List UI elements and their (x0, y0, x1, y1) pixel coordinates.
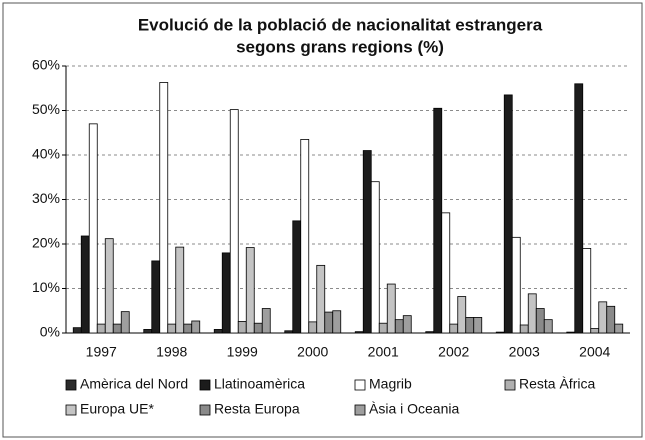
bar (394, 319, 404, 334)
bar (316, 264, 326, 334)
legend-label: Magrib (369, 376, 412, 392)
bar (574, 83, 584, 334)
x-tick-label: 1998 (156, 344, 187, 360)
bar (582, 248, 592, 334)
legend-label: Resta Europa (214, 401, 300, 417)
chart-title: Evolució de la població de nacionalitat … (138, 15, 543, 34)
bar (253, 322, 263, 334)
bar (503, 94, 513, 334)
bar (80, 235, 90, 334)
bar (519, 324, 529, 334)
y-tick-label: 50% (32, 101, 60, 117)
bar (191, 320, 201, 334)
legend-label: Llatinoamèrica (214, 376, 305, 392)
bar (159, 82, 169, 334)
x-tick-label: 1997 (86, 344, 117, 360)
chart-title: segons grans regions (%) (236, 37, 444, 56)
bar (300, 139, 310, 334)
bar (402, 315, 412, 334)
bar (237, 321, 247, 334)
bar (511, 236, 521, 334)
legend-label: Amèrica del Nord (80, 376, 188, 392)
bar (606, 305, 616, 334)
legend-label: Resta Àfrica (519, 376, 595, 392)
bar (425, 331, 435, 334)
legend-label: Àsia i Oceania (369, 401, 459, 417)
y-tick-label: 60% (32, 57, 60, 73)
bar (308, 321, 318, 334)
x-tick-label: 2002 (438, 344, 469, 360)
bar (433, 107, 443, 334)
bar (535, 308, 545, 334)
bar (566, 331, 576, 334)
bar (465, 317, 475, 334)
legend-swatch (65, 379, 77, 391)
bar (362, 150, 372, 334)
bar (332, 310, 342, 334)
y-tick-label: 0% (40, 324, 60, 340)
y-tick-label: 20% (32, 235, 60, 251)
bar (386, 283, 396, 334)
bar (473, 317, 483, 334)
x-tick-label: 2000 (297, 344, 328, 360)
bar (104, 238, 114, 334)
bar (96, 323, 106, 334)
bar (590, 328, 600, 334)
bar (175, 246, 185, 334)
bar (143, 329, 153, 334)
bar (449, 323, 459, 334)
bar (183, 323, 193, 334)
bar (543, 319, 553, 334)
y-tick-label: 40% (32, 146, 60, 162)
x-tick-label: 2004 (579, 344, 610, 360)
bar (292, 220, 302, 334)
bar (598, 301, 608, 334)
bar (261, 308, 271, 334)
bar (221, 252, 231, 334)
x-tick-label: 2003 (509, 344, 540, 360)
legend-label: Europa UE* (80, 401, 154, 417)
bar (72, 327, 82, 334)
bar (151, 260, 161, 334)
bar (167, 323, 177, 334)
bar (457, 296, 467, 334)
y-tick-label: 30% (32, 190, 60, 206)
legend-swatch (354, 379, 366, 391)
bar (112, 323, 122, 334)
bar (441, 212, 451, 334)
legend-swatch (199, 404, 211, 416)
bar (370, 181, 380, 334)
bar (245, 247, 255, 334)
x-tick-label: 2001 (368, 344, 399, 360)
legend-swatch (504, 379, 516, 391)
bar (527, 293, 537, 334)
bar (495, 331, 505, 334)
bar (614, 323, 624, 334)
bar (213, 329, 223, 334)
x-tick-label: 1999 (227, 344, 258, 360)
legend-swatch (199, 379, 211, 391)
bar (229, 109, 239, 334)
y-tick-label: 10% (32, 279, 60, 295)
legend-swatch (65, 404, 77, 416)
bar (354, 331, 364, 334)
bar (284, 330, 294, 334)
bar (378, 322, 388, 334)
bar (88, 123, 98, 334)
legend-swatch (354, 404, 366, 416)
bar (324, 311, 334, 334)
bar (120, 311, 130, 334)
